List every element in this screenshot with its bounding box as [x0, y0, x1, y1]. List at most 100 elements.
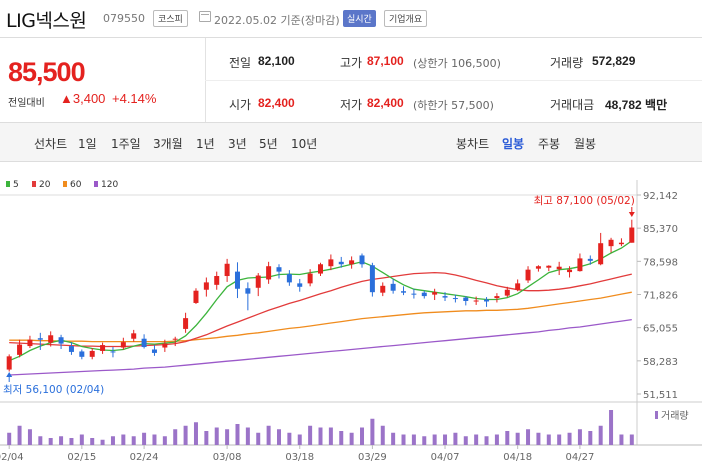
candle-body — [463, 297, 469, 301]
volume-bar — [515, 432, 520, 445]
volume-bar — [443, 434, 448, 445]
candle-body — [608, 239, 614, 247]
y-tick-label: 78,598 — [643, 257, 678, 268]
lower-limit: (하한가 57,500) — [413, 99, 494, 112]
volume-bar — [318, 427, 323, 445]
candle-body — [297, 283, 303, 287]
base-date: 2022.05.02 기준(장마감) — [214, 14, 340, 27]
candle-body — [515, 283, 521, 290]
stock-code: 079550 — [103, 12, 145, 25]
volume-bar — [69, 438, 74, 445]
candle-body — [442, 296, 448, 298]
volume-bar — [536, 432, 541, 445]
up-triangle-icon: ▲ — [60, 91, 73, 106]
candle-body — [183, 318, 189, 329]
realtime-button[interactable]: 실시간 — [343, 10, 376, 27]
x-tick-label: 03/29 — [358, 452, 387, 463]
candle-body — [359, 255, 365, 265]
volume-bar — [235, 424, 240, 445]
candle-body — [214, 276, 220, 285]
volume-bar — [411, 434, 416, 445]
candle-body — [525, 269, 531, 281]
stock-name: LIG넥스원 — [6, 10, 87, 32]
candle-body — [151, 349, 157, 353]
high-label: 고가 — [340, 56, 363, 70]
candle-tab-monthly[interactable]: 월봉 — [574, 137, 597, 151]
period-tab-1y[interactable]: 1년 — [196, 137, 215, 151]
candle-body — [380, 285, 386, 293]
candle-body — [89, 350, 95, 357]
x-tick-label: 02/24 — [130, 452, 159, 463]
company-overview-button[interactable]: 기업개요 — [384, 10, 428, 27]
volume-bar — [526, 429, 531, 445]
volume-bar — [463, 436, 468, 445]
volume-bar — [401, 434, 406, 445]
volume-bar — [183, 425, 188, 445]
candle-body — [328, 259, 334, 267]
current-price: 85,500 — [8, 57, 86, 87]
period-tab-10y[interactable]: 10년 — [291, 137, 318, 151]
x-tick-label: 04/07 — [431, 452, 460, 463]
volume-bar — [308, 425, 313, 445]
volume-bar — [193, 422, 198, 445]
volume-bar — [505, 431, 510, 445]
volume-bar — [328, 427, 333, 445]
volume-bar — [214, 427, 219, 445]
candle-body — [307, 273, 313, 284]
volume-bar — [629, 434, 634, 445]
volume-bar — [287, 432, 292, 445]
candle-body — [203, 282, 209, 290]
period-tab-3m[interactable]: 3개월 — [153, 137, 183, 151]
divider — [205, 80, 702, 81]
candle-body — [266, 266, 272, 280]
market-badge: 코스피 — [153, 10, 188, 27]
legend-ma5: 5 — [6, 180, 19, 190]
volume-bar — [48, 438, 53, 445]
candle-body — [27, 339, 33, 347]
period-tab-1d[interactable]: 1일 — [78, 137, 97, 151]
change-value: ▲3,400 — [60, 91, 106, 106]
period-tab-3y[interactable]: 3년 — [228, 137, 247, 151]
amount-label: 거래대금 — [550, 98, 595, 112]
volume-bar — [588, 431, 593, 445]
volume-bar — [204, 431, 209, 445]
prev-close-label: 전일 — [229, 56, 252, 70]
volume-bar — [577, 429, 582, 445]
volume-bar — [422, 436, 427, 445]
candle-body — [37, 338, 43, 340]
volume-bar — [59, 436, 64, 445]
candle-body — [68, 346, 74, 352]
candle-body — [504, 289, 510, 296]
volume-legend-swatch — [655, 411, 658, 419]
period-tab-1w[interactable]: 1주일 — [111, 137, 141, 151]
legend-ma20: 20 — [32, 180, 50, 190]
candle-tab-weekly[interactable]: 주봉 — [538, 137, 561, 151]
candle-body — [494, 296, 500, 299]
candle-body — [401, 291, 407, 293]
candle-body — [100, 345, 106, 351]
candle-body — [162, 343, 168, 348]
period-tab-5y[interactable]: 5년 — [259, 137, 278, 151]
volume-bar — [453, 432, 458, 445]
upper-limit: (상한가 106,500) — [413, 57, 501, 70]
candle-tab-daily[interactable]: 일봉 — [502, 137, 525, 151]
volume-bar — [391, 432, 396, 445]
volume-bar — [297, 434, 302, 445]
candle-body — [141, 338, 147, 348]
x-tick-label: 03/08 — [213, 452, 242, 463]
candle-body — [17, 344, 23, 355]
candle-body — [421, 292, 427, 297]
candle-body — [234, 271, 240, 289]
volume-bar — [17, 425, 22, 445]
candle-body — [629, 227, 635, 243]
candle-body — [577, 258, 583, 272]
volume-bar — [245, 427, 250, 445]
stock-header: LIG넥스원 079550 코스피 2022.05.02 기준(장마감) 실시간… — [0, 0, 702, 38]
x-tick-label: 02/04 — [0, 452, 24, 463]
y-tick-label: 85,370 — [643, 224, 678, 235]
candle-body — [546, 265, 552, 268]
candle-body — [390, 283, 396, 291]
volume-bar — [432, 434, 437, 445]
open-label: 시가 — [229, 98, 252, 112]
candle-body — [193, 290, 199, 303]
